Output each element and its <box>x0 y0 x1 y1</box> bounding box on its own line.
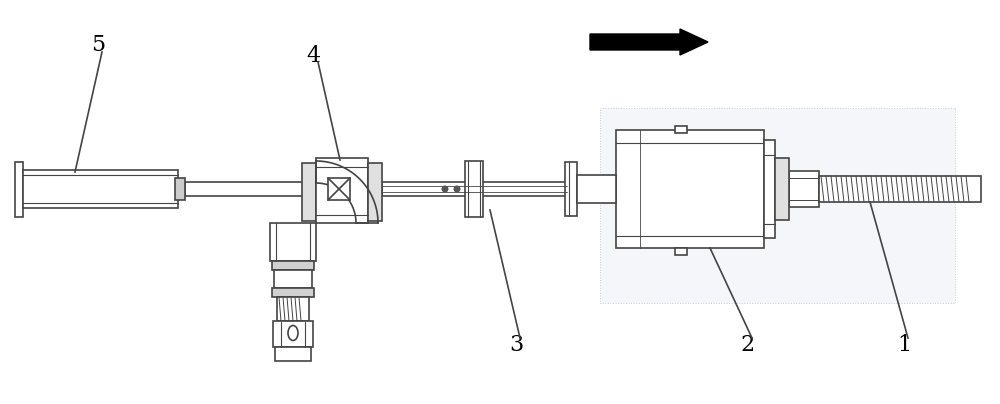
Ellipse shape <box>288 326 298 341</box>
Bar <box>272 261 314 270</box>
Bar <box>175 178 185 200</box>
Bar <box>316 158 368 223</box>
Bar <box>273 321 313 347</box>
Bar <box>675 248 687 255</box>
Bar <box>465 161 483 217</box>
Bar <box>185 182 305 196</box>
Circle shape <box>442 186 448 192</box>
Bar <box>368 163 382 221</box>
Bar <box>328 178 350 200</box>
Bar <box>15 162 23 217</box>
Bar <box>277 297 309 321</box>
Bar <box>764 140 775 238</box>
Bar <box>775 158 789 220</box>
Bar <box>789 171 819 207</box>
Bar <box>565 162 577 216</box>
Bar <box>274 270 312 288</box>
Bar <box>275 347 311 361</box>
Bar <box>23 170 178 208</box>
Text: 2: 2 <box>741 334 755 356</box>
Text: 1: 1 <box>897 334 911 356</box>
Text: 3: 3 <box>509 334 523 356</box>
Text: 4: 4 <box>306 45 320 67</box>
Bar <box>600 108 955 303</box>
Bar <box>616 130 764 248</box>
Bar <box>302 163 316 221</box>
Bar <box>382 182 567 196</box>
Bar <box>577 175 616 203</box>
Bar <box>272 288 314 297</box>
Bar <box>819 176 981 202</box>
Text: 5: 5 <box>91 34 105 56</box>
Circle shape <box>454 186 460 192</box>
Bar <box>270 223 316 261</box>
FancyArrow shape <box>590 29 708 55</box>
Bar <box>675 126 687 133</box>
